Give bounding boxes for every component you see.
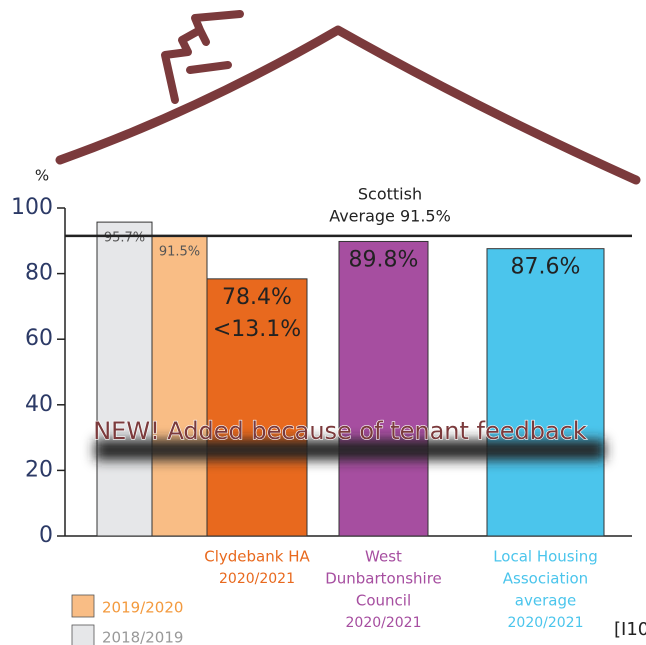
category-label: 2020/2021	[219, 571, 295, 587]
difference-label: <13.1%	[213, 317, 301, 342]
roof-illustration	[55, 10, 641, 185]
category-label: Council	[356, 592, 411, 610]
value-label: 89.8%	[349, 247, 419, 272]
bar	[96, 221, 153, 537]
banner-shadow	[95, 440, 605, 460]
category-label: average	[515, 592, 576, 610]
banner: NEW! Added because of tenant feedback	[93, 417, 587, 445]
category-label: 2020/2021	[508, 615, 584, 631]
corner-text: [I10	[614, 619, 646, 640]
category-label: Association	[503, 570, 588, 588]
reference-label: Average 91.5%	[329, 207, 451, 226]
reference-label: Scottish	[358, 185, 422, 204]
value-label: 87.6%	[511, 255, 581, 280]
bar	[486, 248, 605, 537]
category-label: West	[365, 548, 402, 566]
y-tick-label: 100	[11, 195, 53, 220]
category-label: Dunbartonshire	[325, 570, 442, 588]
category-label: Local Housing	[493, 548, 598, 566]
roof-line	[55, 25, 641, 185]
y-tick-label: 40	[25, 392, 53, 417]
legend-label: 2019/2020	[102, 599, 183, 617]
legend-swatch	[71, 594, 95, 618]
legend-swatch	[71, 624, 95, 645]
value-label: 95.7%	[104, 231, 145, 246]
chimney	[161, 10, 244, 104]
category-label: Clydebank HA	[204, 548, 310, 566]
legend-label: 2018/2019	[102, 629, 183, 645]
y-tick-label: 60	[25, 326, 53, 351]
value-label: 91.5%	[159, 244, 200, 259]
y-axis-label: %	[35, 167, 49, 185]
bar	[338, 240, 429, 537]
y-tick-label: 80	[25, 261, 53, 286]
y-tick-label: 0	[39, 523, 53, 548]
y-tick-label: 20	[25, 457, 53, 482]
category-label: 2020/2021	[346, 615, 422, 631]
value-label: 78.4%	[222, 285, 292, 310]
bar	[151, 235, 208, 537]
bar	[206, 278, 308, 537]
